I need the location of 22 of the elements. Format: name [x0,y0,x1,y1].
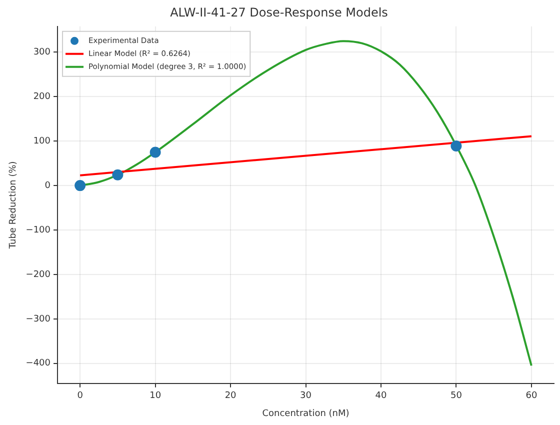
point [74,180,86,192]
x-tick-label: 10 [150,391,162,402]
x-tick-label: 0 [77,391,84,402]
y-tick-label: −300 [26,314,51,324]
point [450,140,462,152]
chart-title: ALW-II-41-27 Dose-Response Models [170,5,388,20]
y-tick-label: 0 [44,180,51,191]
x-axis-title: Concentration (nM) [262,408,350,419]
point [112,169,124,180]
y-tick-label: −100 [26,225,51,236]
point [150,146,161,158]
x-tick-label: 30 [300,391,312,402]
y-tick-label: 200 [33,92,51,102]
y-tick-label: 300 [33,48,51,58]
y-tick-label: −200 [26,270,51,280]
x-tick-label: 60 [526,391,538,402]
y-tick-label: 100 [33,136,51,146]
y-axis-title: Tube Reduction (%) [8,161,19,250]
y-tick-label: −400 [26,358,51,369]
x-tick-label: 50 [450,391,462,402]
x-tick-label: 20 [224,391,237,402]
x-tick-label: 40 [375,391,387,402]
